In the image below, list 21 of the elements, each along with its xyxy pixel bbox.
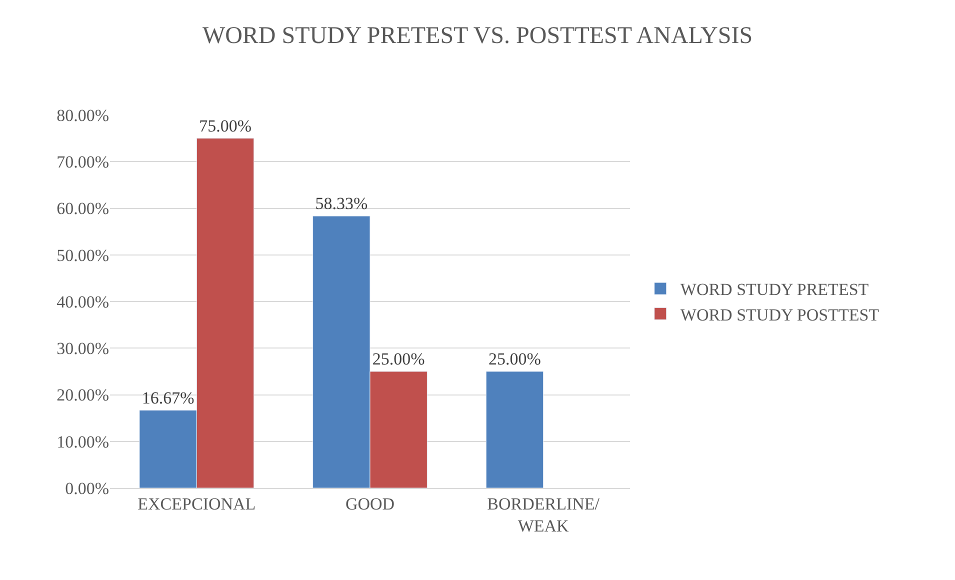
y-tick-label: 80.00% [56,106,109,125]
x-tick-label: BORDERLINE/ WEAK [487,494,600,536]
data-label: 75.00% [199,116,252,136]
chart-title: WORD STUDY PRETEST VS. POSTTEST ANALYSIS [202,22,753,49]
y-tick-label: 20.00% [56,386,109,405]
x-tick-label: GOOD [345,494,395,514]
legend-label: WORD STUDY PRETEST [680,280,870,300]
y-tick-label: 50.00% [56,246,109,265]
bar [486,371,544,488]
legend-label: WORD STUDY POSTTEST [680,305,880,324]
y-tick-label: 30.00% [56,339,109,358]
y-tick-label: 60.00% [56,199,109,218]
y-tick-label: 40.00% [56,292,109,312]
y-tick-label: 0.00% [65,478,109,498]
data-label: 25.00% [488,349,541,368]
data-label: 25.00% [372,349,425,368]
data-label: 58.33% [315,194,368,214]
data-label: 16.67% [142,388,194,408]
y-tick-label: 70.00% [56,152,109,172]
x-tick-label: EXCEPCIONAL [138,494,256,514]
y-tick-label: 10.00% [56,432,109,452]
